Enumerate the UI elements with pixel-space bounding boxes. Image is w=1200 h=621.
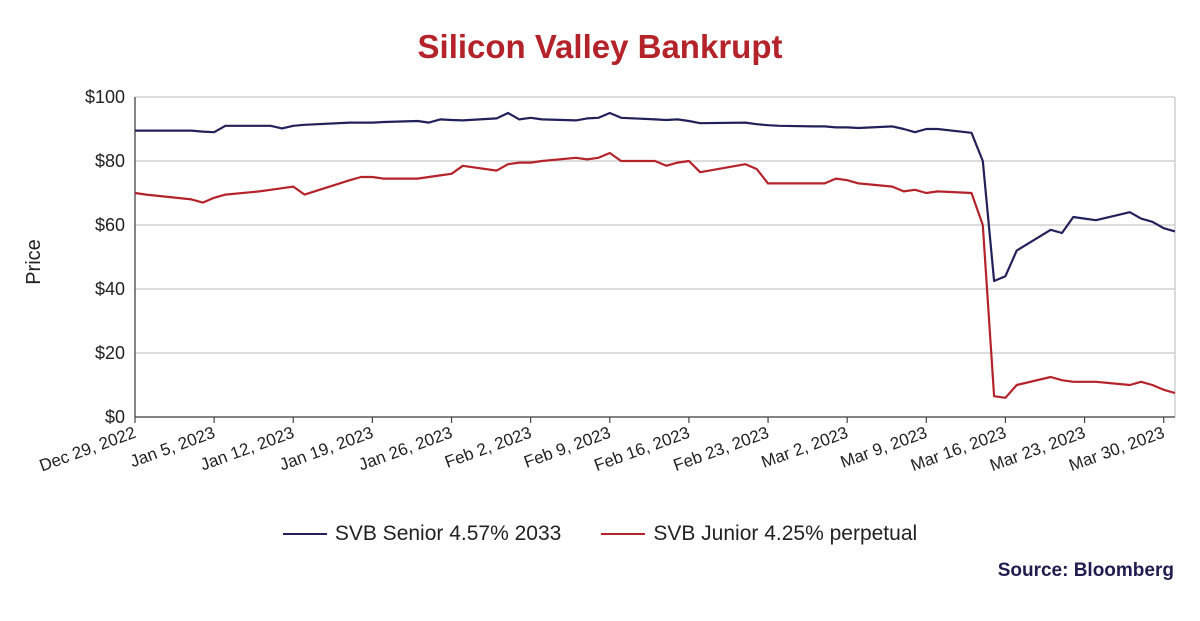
gridlines <box>134 96 1176 418</box>
y-tick-label: $40 <box>95 279 125 299</box>
series-lines <box>134 111 1176 399</box>
y-axis-label: Price <box>23 239 45 285</box>
y-tick-label: $80 <box>95 151 125 171</box>
legend-item-1: SVB Senior 4.57% 2033 <box>282 522 562 546</box>
x-tick-label: Feb 2, 2023 <box>442 423 534 472</box>
y-tick-label: $0 <box>105 407 125 427</box>
legend: SVB Senior 4.57% 2033 SVB Junior 4.25% pe… <box>0 522 1200 546</box>
legend-swatch <box>601 533 646 535</box>
legend-swatch <box>282 533 327 535</box>
series-line-2 <box>134 151 1176 399</box>
legend-label: SVB Senior 4.57% 2033 <box>334 522 562 545</box>
legend-item-2: SVB Junior 4.25% perpetual <box>601 522 917 546</box>
series-line-1 <box>135 111 1176 283</box>
y-tick-label: $20 <box>95 343 125 363</box>
y-tick-label: $100 <box>85 87 125 107</box>
x-tick-label: Dec 29, 2022 <box>37 423 139 475</box>
legend-label: SVB Junior 4.25% perpetual <box>653 522 918 545</box>
source-note: Source: Bloomberg <box>997 560 1174 581</box>
x-tick-label: Mar 2, 2023 <box>759 423 851 472</box>
y-tick-label: $60 <box>95 215 125 235</box>
chart-title: Silicon Valley Bankrupt <box>417 28 783 65</box>
y-axis-ticks: $0 $20 $40 $60 $80 $100 <box>85 87 125 427</box>
